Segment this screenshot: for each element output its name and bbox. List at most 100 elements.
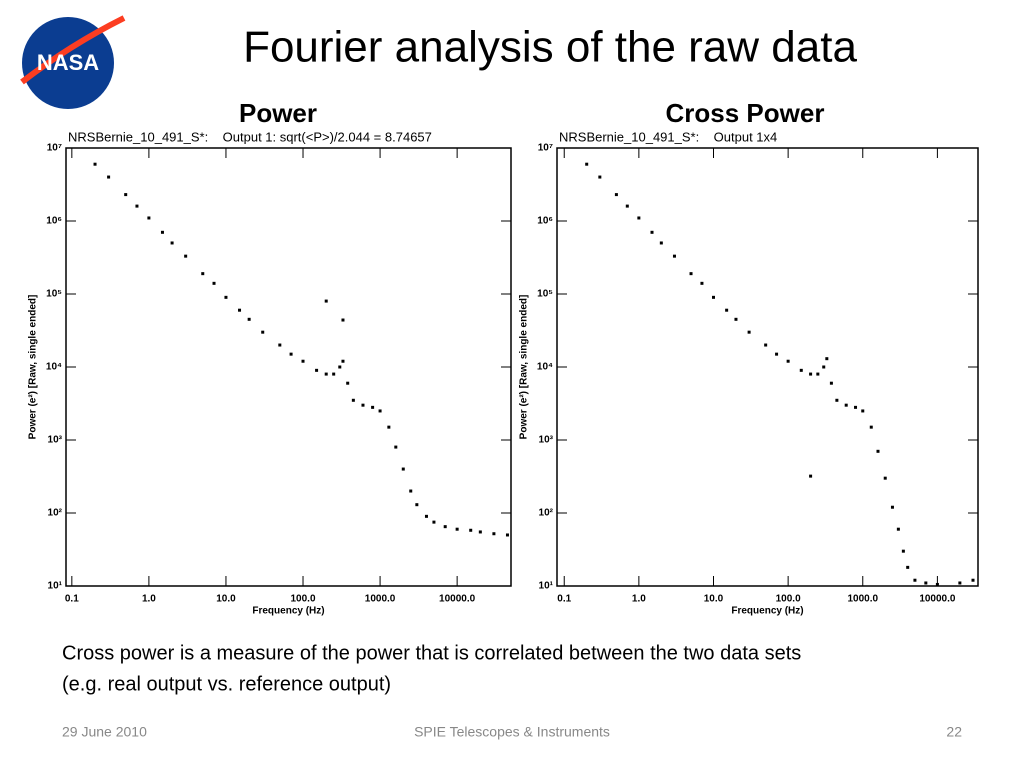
chart-title: NRSBernie_10_491_S*: Output 1: sqrt(<P>)… <box>68 129 432 144</box>
data-point <box>469 528 473 532</box>
y-tick-label: 10⁶ <box>46 216 62 227</box>
x-tick-label: 0.1 <box>65 594 79 605</box>
data-point <box>278 343 282 347</box>
slide-title: Fourier analysis of the raw data <box>243 23 857 72</box>
y-tick-label: 10⁷ <box>47 143 62 154</box>
data-point <box>261 330 265 334</box>
y-axis-label: Power (e²) [Raw, single ended] <box>28 295 39 440</box>
data-point <box>614 193 618 197</box>
x-tick-label: 1.0 <box>632 594 646 605</box>
data-point <box>883 476 887 480</box>
data-point <box>371 405 375 409</box>
footer-event: SPIE Telescopes & Instruments <box>414 724 610 740</box>
data-point <box>212 281 216 285</box>
data-point <box>424 514 428 518</box>
data-point <box>747 330 751 334</box>
x-tick-label: 10000.0 <box>919 594 956 605</box>
plot-frame <box>556 147 979 587</box>
data-point <box>689 272 693 276</box>
data-point <box>401 467 405 471</box>
logo-disc <box>22 17 114 109</box>
data-point <box>971 578 975 582</box>
footer-date: 29 June 2010 <box>62 724 147 740</box>
data-point <box>861 409 865 413</box>
y-tick-label: 10⁵ <box>46 289 62 300</box>
data-point <box>415 503 419 507</box>
x-tick-label: 10.0 <box>216 594 236 605</box>
data-point <box>247 317 251 321</box>
data-point <box>224 295 228 299</box>
plot-frame <box>65 147 512 587</box>
y-tick-label: 10² <box>539 508 554 519</box>
data-point <box>351 398 355 402</box>
x-tick-label: 1000.0 <box>847 594 878 605</box>
chart-heading: Cross Power <box>666 98 825 128</box>
data-point <box>361 403 365 407</box>
caption: (e.g. real output vs. reference output) <box>62 673 391 695</box>
y-tick-label: 10⁷ <box>538 143 553 154</box>
data-point <box>799 368 803 372</box>
data-point <box>124 193 128 197</box>
data-point <box>816 372 820 376</box>
data-point <box>825 357 829 361</box>
data-point <box>492 532 496 536</box>
data-point <box>625 204 629 208</box>
data-point <box>835 398 839 402</box>
data-point <box>637 216 641 220</box>
y-tick-label: 10¹ <box>48 581 63 592</box>
data-point <box>700 281 704 285</box>
data-point <box>301 359 305 363</box>
data-point <box>935 582 939 586</box>
data-point <box>786 359 790 363</box>
chart-heading: Power <box>239 98 317 128</box>
data-point <box>432 520 436 524</box>
data-point <box>107 175 111 179</box>
data-point <box>324 299 328 303</box>
data-point <box>734 317 738 321</box>
data-point <box>341 359 345 363</box>
y-tick-label: 10³ <box>539 435 554 446</box>
data-point <box>289 352 293 356</box>
data-point <box>346 381 350 385</box>
data-point <box>394 445 398 449</box>
data-point <box>725 308 729 312</box>
data-point <box>876 449 880 453</box>
y-tick-label: 10² <box>48 508 63 519</box>
data-point <box>315 368 319 372</box>
data-point <box>890 505 894 509</box>
x-tick-label: 100.0 <box>776 594 801 605</box>
data-point <box>896 527 900 531</box>
x-tick-label: 0.1 <box>557 594 571 605</box>
data-point <box>854 405 858 409</box>
data-point <box>387 425 391 429</box>
data-point <box>650 230 654 234</box>
data-point <box>585 162 589 166</box>
data-point <box>809 474 813 478</box>
y-axis-label: Power (e²) [Raw, single ended] <box>519 295 530 440</box>
data-point <box>160 230 164 234</box>
data-point <box>184 254 188 258</box>
data-point <box>844 403 848 407</box>
y-tick-label: 10⁴ <box>537 362 553 373</box>
x-tick-label: 10000.0 <box>439 594 476 605</box>
x-tick-label: 1000.0 <box>365 594 396 605</box>
data-point <box>170 241 174 245</box>
data-point <box>958 581 962 585</box>
data-point <box>764 343 768 347</box>
data-point <box>598 175 602 179</box>
x-axis-label: Frequency (Hz) <box>731 606 803 617</box>
data-point <box>147 216 151 220</box>
data-point <box>478 530 482 534</box>
data-point <box>913 578 917 582</box>
y-tick-label: 10⁵ <box>537 289 553 300</box>
data-point <box>443 525 447 529</box>
data-point <box>775 352 779 356</box>
data-point <box>711 295 715 299</box>
data-point <box>238 308 242 312</box>
x-tick-label: 100.0 <box>291 594 316 605</box>
y-tick-label: 10⁴ <box>46 362 62 373</box>
x-tick-label: 10.0 <box>704 594 724 605</box>
logo-text: NASA <box>37 50 99 75</box>
